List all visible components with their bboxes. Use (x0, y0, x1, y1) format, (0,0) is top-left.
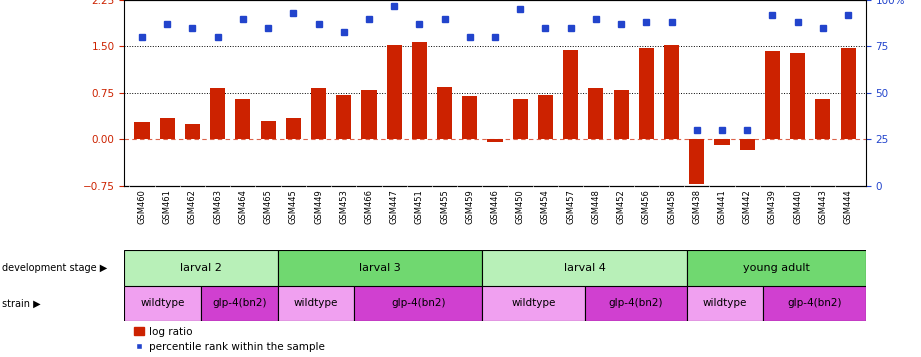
Text: larval 4: larval 4 (564, 263, 605, 273)
Bar (689, 139, 705, 184)
Text: GSM439: GSM439 (768, 189, 777, 224)
Text: GSM455: GSM455 (440, 189, 449, 223)
Text: GSM463: GSM463 (213, 189, 222, 224)
Bar (261, 121, 275, 139)
Text: GSM442: GSM442 (742, 189, 752, 223)
Bar (124, 286, 201, 321)
Text: wildtype: wildtype (294, 298, 338, 308)
Bar (361, 90, 377, 139)
Text: GSM444: GSM444 (844, 189, 853, 223)
Bar (278, 250, 483, 286)
Bar (412, 42, 427, 139)
Text: GSM466: GSM466 (365, 189, 373, 224)
Bar (437, 87, 452, 139)
Bar (585, 286, 687, 321)
Bar (687, 250, 866, 286)
Text: GSM443: GSM443 (819, 189, 827, 224)
Bar (462, 96, 477, 139)
Text: wildtype: wildtype (511, 298, 555, 308)
Bar (740, 139, 755, 150)
Bar (613, 90, 629, 139)
Bar (134, 122, 149, 139)
Bar (124, 250, 278, 286)
Text: GSM454: GSM454 (541, 189, 550, 223)
Bar (841, 48, 856, 139)
Bar (513, 99, 528, 139)
Bar (815, 99, 831, 139)
Text: GSM456: GSM456 (642, 189, 651, 224)
Text: development stage ▶: development stage ▶ (2, 263, 107, 273)
Bar (483, 286, 585, 321)
Bar (589, 89, 603, 139)
Text: GSM451: GSM451 (414, 189, 424, 223)
Bar (201, 286, 278, 321)
Text: GSM460: GSM460 (137, 189, 146, 224)
Text: larval 3: larval 3 (359, 263, 401, 273)
Bar (336, 95, 351, 139)
Text: glp-4(bn2): glp-4(bn2) (391, 298, 446, 308)
Text: GSM440: GSM440 (793, 189, 802, 223)
Bar (715, 139, 729, 145)
Bar (764, 51, 780, 139)
Text: strain ▶: strain ▶ (2, 298, 41, 308)
Bar (286, 117, 301, 139)
Text: GSM459: GSM459 (465, 189, 474, 223)
Bar (639, 47, 654, 139)
Bar (487, 139, 503, 142)
Text: GSM449: GSM449 (314, 189, 323, 223)
Text: GSM458: GSM458 (667, 189, 676, 224)
Bar (538, 95, 553, 139)
Legend: log ratio, percentile rank within the sample: log ratio, percentile rank within the sa… (130, 322, 330, 356)
Text: GSM462: GSM462 (188, 189, 197, 224)
Text: GSM453: GSM453 (339, 189, 348, 224)
Text: larval 2: larval 2 (181, 263, 222, 273)
Text: GSM445: GSM445 (289, 189, 297, 223)
Bar (483, 250, 687, 286)
Text: GSM464: GSM464 (239, 189, 248, 224)
Bar (159, 117, 175, 139)
Text: wildtype: wildtype (141, 298, 185, 308)
Text: GSM457: GSM457 (566, 189, 576, 224)
Text: young adult: young adult (743, 263, 810, 273)
Bar (790, 52, 805, 139)
Text: GSM441: GSM441 (717, 189, 727, 223)
Text: glp-4(bn2): glp-4(bn2) (787, 298, 842, 308)
Bar (664, 45, 679, 139)
Text: glp-4(bn2): glp-4(bn2) (212, 298, 267, 308)
Bar (311, 89, 326, 139)
Text: GSM447: GSM447 (390, 189, 399, 224)
Text: GSM452: GSM452 (617, 189, 625, 223)
Text: GSM465: GSM465 (263, 189, 273, 224)
Text: glp-4(bn2): glp-4(bn2) (609, 298, 663, 308)
Bar (278, 286, 355, 321)
Text: GSM448: GSM448 (591, 189, 600, 224)
Text: GSM450: GSM450 (516, 189, 525, 223)
Bar (185, 124, 200, 139)
Bar (764, 286, 866, 321)
Text: GSM438: GSM438 (693, 189, 701, 224)
Bar (235, 99, 251, 139)
Text: GSM461: GSM461 (163, 189, 171, 224)
Bar (387, 45, 402, 139)
Bar (687, 286, 764, 321)
Bar (355, 286, 483, 321)
Bar (210, 89, 226, 139)
Text: GSM446: GSM446 (491, 189, 499, 224)
Bar (563, 50, 578, 139)
Text: wildtype: wildtype (703, 298, 747, 308)
